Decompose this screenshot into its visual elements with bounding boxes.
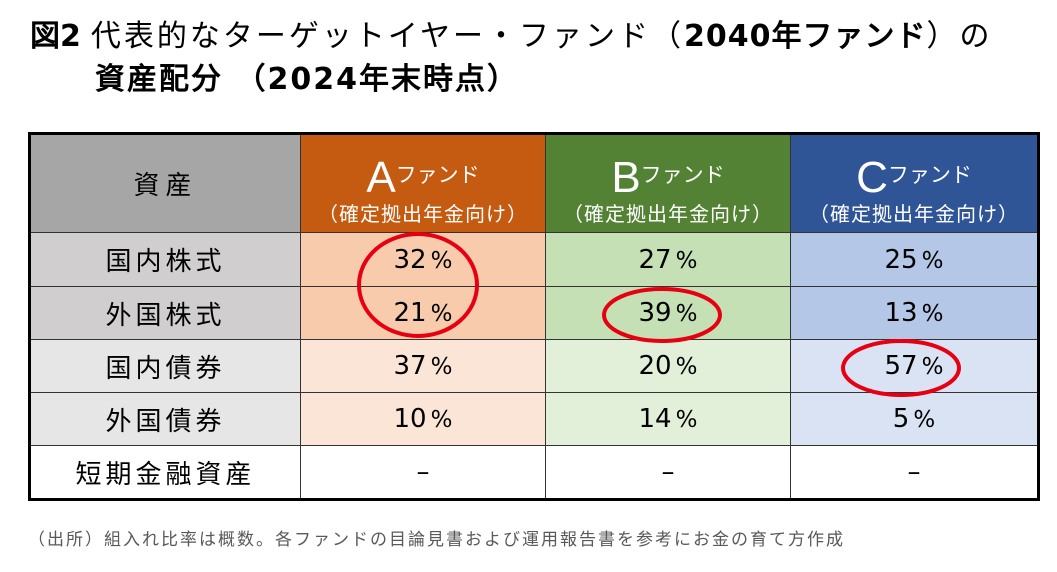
cell-fund-c-short-term-money: – — [790, 445, 1039, 500]
cell-fund-b-foreign-stocks: 39% — [545, 286, 791, 340]
cell-fund-a-foreign-bonds: 10% — [300, 392, 546, 446]
cell-unit: % — [675, 301, 698, 327]
fund-b-note: （確定拠出年金向け） — [563, 202, 773, 226]
cell-fund-c-foreign-stocks: 13% — [790, 286, 1039, 340]
cell-fund-b-foreign-bonds: 14% — [545, 392, 791, 446]
figure-title-line1: 図2 代表的なターゲットイヤー・ファンド（2040年ファンド）の — [30, 17, 992, 57]
table-row: 外国債券 10% 14% 5% — [29, 392, 1039, 446]
title-text-end: ）の — [926, 19, 993, 54]
row-label-domestic-bonds: 国内債券 — [29, 339, 301, 393]
cell-unit: % — [675, 407, 698, 433]
cell-value: 57 — [884, 351, 918, 381]
cell-value: 20 — [638, 351, 672, 381]
fund-a-title: Aファンド — [301, 156, 545, 200]
cell-value: 32 — [393, 244, 427, 275]
cell-fund-a-short-term-money: – — [300, 445, 546, 500]
cell-value: 14 — [638, 404, 672, 434]
row-label-text: 国内株式 — [105, 247, 226, 277]
cell-unit: % — [921, 354, 944, 380]
cell-value: 37 — [393, 351, 427, 381]
fund-b-letter: B — [611, 153, 641, 202]
table-row: 国内債券 37% 20% 57% — [29, 339, 1039, 393]
cell-value: 5 — [892, 404, 910, 434]
row-label-text: 短期金融資産 — [75, 459, 256, 490]
fund-a-letter: A — [366, 153, 396, 202]
column-header-asset-label: 資産 — [133, 171, 198, 201]
cell-value: 10 — [393, 404, 427, 434]
fund-c-title: Cファンド — [791, 156, 1037, 200]
fund-a-note: （確定拠出年金向け） — [318, 202, 528, 226]
row-label-foreign-bonds: 外国債券 — [29, 392, 301, 446]
table-body: 国内株式 32% 27% 25% 外国株式 21% 39% 13% 国内債券 3… — [29, 232, 1039, 500]
column-header-fund-a: Aファンド （確定拠出年金向け） — [300, 133, 546, 233]
cell-unit: % — [430, 247, 453, 274]
row-label-text: 外国株式 — [105, 300, 226, 331]
asset-allocation-table: 資産 Aファンド （確定拠出年金向け） Bファンド （確定拠出年金向け） Cファ… — [28, 132, 1040, 501]
row-label-text: 外国債券 — [105, 406, 226, 437]
cell-empty-mark: – — [416, 457, 430, 487]
fund-c-name: ファンド — [887, 163, 972, 187]
cell-fund-a-domestic-stocks: 32% — [300, 232, 546, 287]
fund-b-title: Bファンド — [546, 156, 790, 200]
cell-value: 27 — [638, 244, 672, 275]
title-text-bold: 2040年ファンド — [683, 19, 927, 54]
cell-fund-a-domestic-bonds: 37% — [300, 339, 546, 393]
cell-unit: % — [921, 301, 944, 327]
column-header-fund-b: Bファンド （確定拠出年金向け） — [545, 133, 791, 233]
cell-fund-c-foreign-bonds: 5% — [790, 392, 1039, 446]
column-header-fund-c: Cファンド （確定拠出年金向け） — [790, 133, 1039, 233]
cell-fund-b-domestic-stocks: 27% — [545, 232, 791, 287]
column-header-asset: 資産 — [29, 133, 301, 233]
cell-unit: % — [675, 247, 698, 274]
cell-unit: % — [430, 354, 453, 380]
figure-title-line2: 資産配分 （2024年末時点） — [95, 62, 519, 97]
cell-fund-b-domestic-bonds: 20% — [545, 339, 791, 393]
table-header: 資産 Aファンド （確定拠出年金向け） Bファンド （確定拠出年金向け） Cファ… — [29, 133, 1039, 233]
cell-fund-c-domestic-stocks: 25% — [790, 232, 1039, 287]
cell-fund-a-foreign-stocks: 21% — [300, 286, 546, 340]
table-row: 短期金融資産 – – – — [29, 445, 1039, 500]
row-label-foreign-stocks: 外国株式 — [29, 286, 301, 340]
table-row: 国内株式 32% 27% 25% — [29, 232, 1039, 287]
fund-c-note: （確定拠出年金向け） — [809, 202, 1019, 226]
cell-fund-c-domestic-bonds: 57% — [790, 339, 1039, 393]
fund-b-name: ファンド — [640, 163, 725, 187]
figure-label: 図2 — [30, 19, 81, 54]
cell-value: 39 — [638, 298, 672, 328]
cell-unit: % — [430, 301, 453, 327]
table-row: 外国株式 21% 39% 13% — [29, 286, 1039, 340]
cell-unit: % — [430, 407, 453, 433]
row-label-short-term-money: 短期金融資産 — [29, 445, 301, 500]
cell-unit: % — [675, 354, 698, 380]
cell-unit: % — [921, 247, 944, 274]
cell-unit: % — [913, 407, 936, 433]
cell-value: 25 — [884, 244, 918, 275]
cell-value: 13 — [884, 298, 918, 328]
row-label-text: 国内債券 — [105, 353, 226, 384]
title-text-regular: 代表的なターゲットイヤー・ファンド（ — [90, 19, 684, 54]
fund-c-letter: C — [856, 153, 888, 202]
cell-empty-mark: – — [907, 457, 921, 487]
source-footnote: （出所）組入れ比率は概数。各ファンドの目論見書および運用報告書を参考にお金の育て… — [28, 530, 845, 550]
header-row: 資産 Aファンド （確定拠出年金向け） Bファンド （確定拠出年金向け） Cファ… — [29, 133, 1039, 233]
cell-value: 21 — [393, 298, 427, 328]
fund-a-name: ファンド — [395, 163, 480, 187]
row-label-domestic-stocks: 国内株式 — [29, 232, 301, 287]
cell-fund-b-short-term-money: – — [545, 445, 791, 500]
cell-empty-mark: – — [661, 457, 675, 487]
